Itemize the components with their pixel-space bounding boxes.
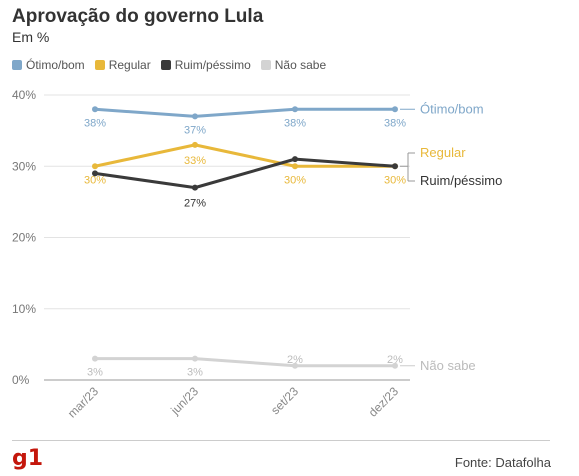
legend-label: Ótimo/bom: [26, 58, 85, 72]
y-tick-label: 40%: [12, 88, 36, 102]
series-line: [94, 143, 395, 168]
legend: Ótimo/bom Regular Ruim/péssimo Não sabe: [12, 58, 326, 72]
legend-label: Ruim/péssimo: [174, 58, 251, 72]
data-label: 3%: [87, 367, 103, 379]
data-point: [292, 106, 298, 113]
data-point: [192, 355, 198, 362]
data-label: 3%: [187, 367, 203, 379]
data-label: 33%: [184, 155, 206, 167]
legend-item-nao-sabe: Não sabe: [260, 58, 327, 72]
data-point: [192, 141, 198, 148]
legend-swatch: [160, 60, 171, 70]
end-label: Não sabe: [420, 358, 476, 373]
data-point: [92, 170, 98, 177]
x-tick-label: set/23: [268, 384, 301, 417]
legend-swatch: [260, 60, 271, 70]
series-line: [95, 357, 395, 368]
data-point: [392, 163, 398, 170]
data-label: 2%: [287, 354, 303, 366]
chart-title: Aprovação do governo Lula: [12, 6, 264, 27]
leader-bracket: [400, 152, 415, 182]
data-point: [92, 355, 98, 362]
legend-swatch: [12, 60, 22, 70]
x-tick-label: dez/23: [366, 384, 402, 420]
end-label: Regular: [420, 145, 466, 160]
legend-item-otimo-bom: Ótimo/bom: [12, 58, 85, 72]
data-point: [292, 156, 298, 163]
legend-label: Regular: [108, 58, 151, 72]
x-tick-label: mar/23: [65, 384, 102, 421]
data-label: 2%: [387, 354, 403, 366]
source-note: Fonte: Datafolha: [454, 455, 551, 470]
chart-subtitle: Em %: [12, 29, 50, 45]
data-point: [392, 362, 398, 369]
legend-swatch: [94, 60, 105, 70]
line-chart: 0% 10% 20% 30% 40% mar/23 jun/23 set/23 dez/23 38…: [12, 88, 502, 421]
legend-item-ruim-pessimo: Ruim/péssimo: [160, 58, 251, 72]
data-label: 37%: [184, 124, 206, 136]
data-label: 38%: [384, 117, 406, 129]
legend-label: Não sabe: [274, 58, 327, 72]
series-line: [94, 107, 395, 118]
y-tick-label: 30%: [12, 159, 36, 173]
data-label: 38%: [84, 117, 106, 129]
data-point: [92, 163, 98, 170]
end-label: Ótimo/bom: [420, 101, 484, 116]
data-point: [192, 184, 198, 191]
data-point: [392, 106, 398, 113]
data-label: 27%: [184, 198, 206, 210]
y-tick-label: 0%: [12, 373, 30, 387]
data-label: 30%: [284, 174, 306, 186]
end-label: Ruim/péssimo: [420, 173, 502, 188]
data-label: 30%: [384, 174, 406, 186]
data-point: [292, 163, 298, 170]
y-tick-label: 20%: [12, 231, 36, 245]
x-tick-label: jun/23: [167, 384, 201, 418]
legend-item-regular: Regular: [94, 58, 151, 72]
series-line: [94, 157, 396, 190]
data-point: [92, 106, 98, 113]
data-point: [292, 362, 298, 369]
y-tick-label: 10%: [12, 302, 36, 316]
data-label: 38%: [284, 117, 306, 129]
footer-divider: [12, 440, 550, 441]
g1-logo: g1: [12, 446, 44, 471]
data-label: 30%: [84, 174, 106, 186]
data-point: [192, 113, 198, 120]
